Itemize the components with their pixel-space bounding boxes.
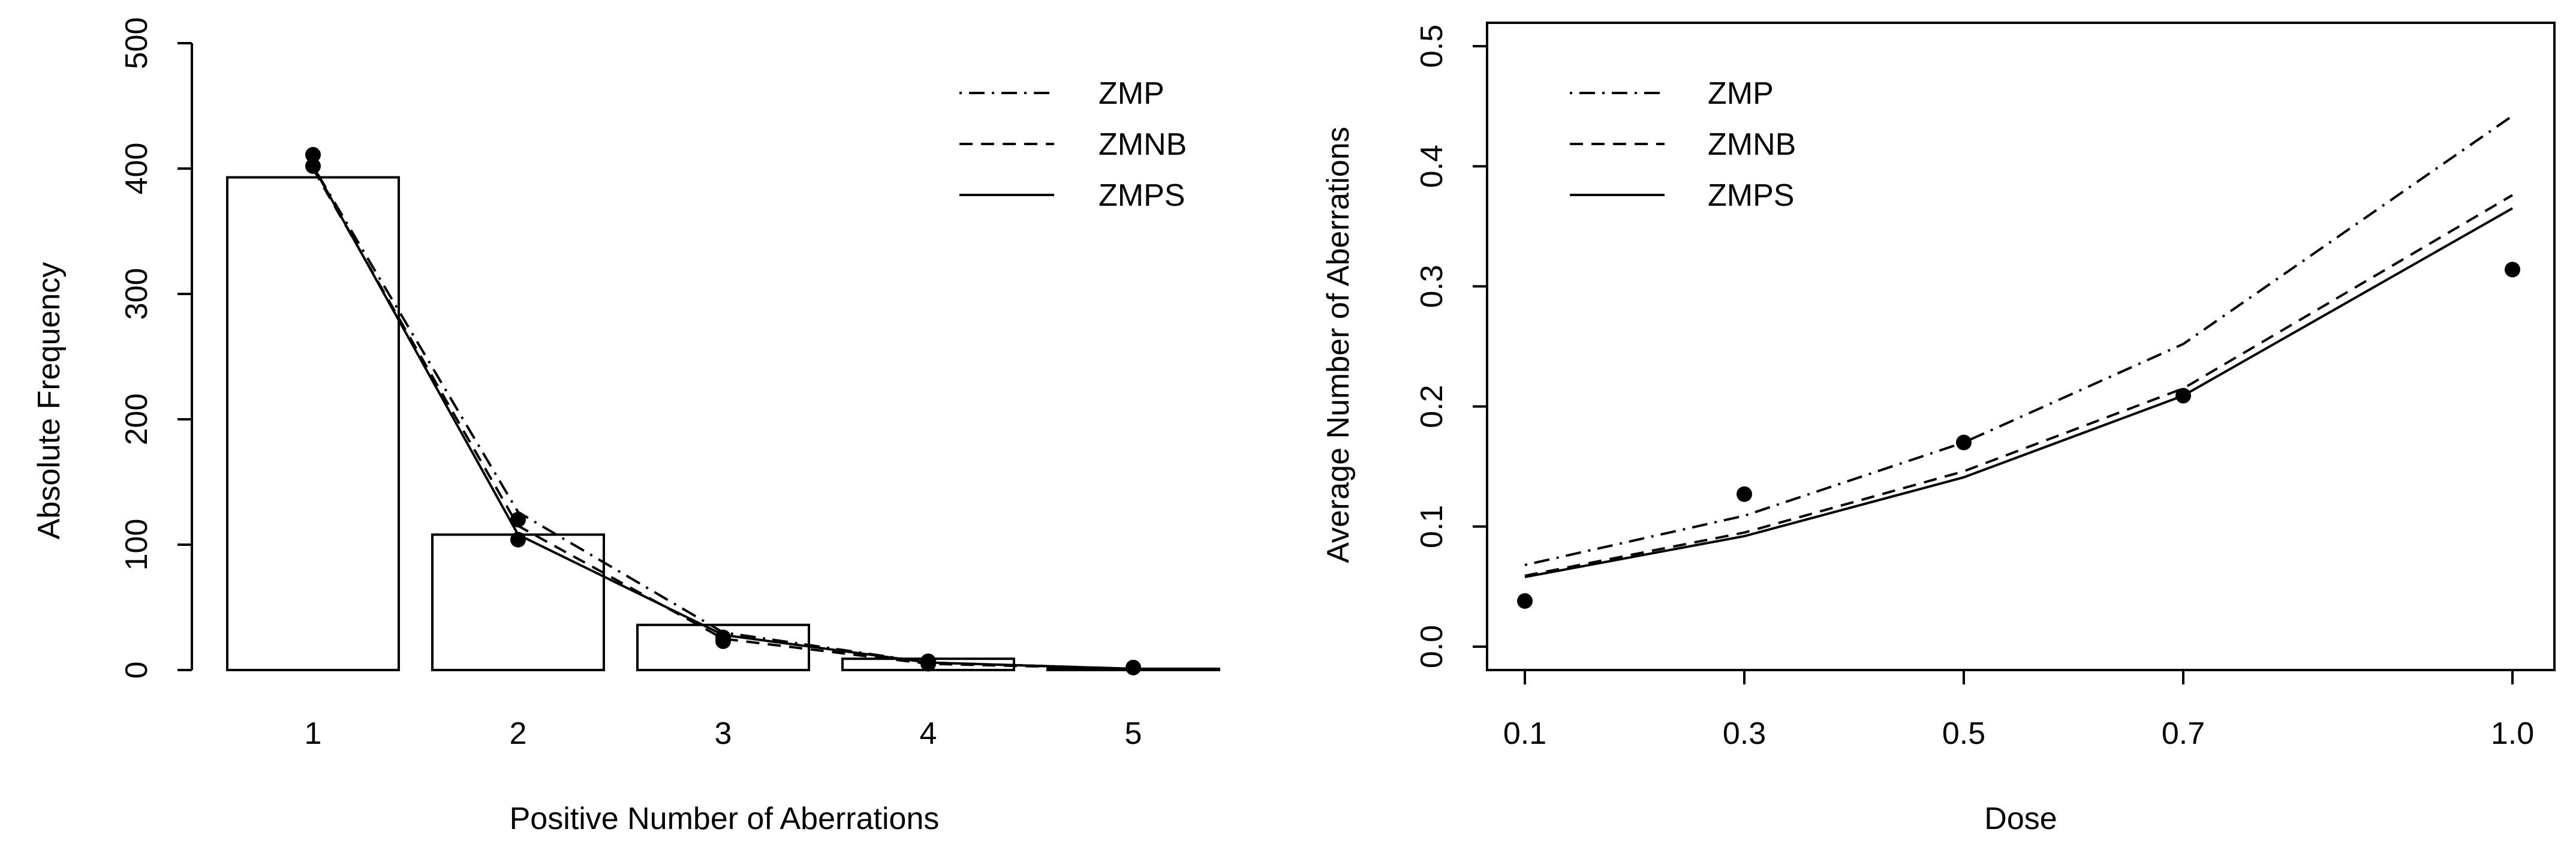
- series-line-zmps: [1524, 207, 2513, 578]
- data-point: [510, 512, 526, 528]
- data-point: [1737, 486, 1752, 502]
- x-axis-label: Positive Number of Aberrations: [510, 801, 940, 836]
- x-tick-label: 0.3: [1723, 716, 1766, 751]
- y-tick-label: 300: [119, 268, 154, 320]
- plot-frame: [1486, 22, 2556, 671]
- series-line-zmnb: [312, 168, 1215, 671]
- data-point: [1517, 593, 1533, 609]
- y-tick-label: 500: [119, 17, 154, 70]
- y-tick-label: 400: [119, 143, 154, 195]
- x-tick-label: 0.7: [2162, 716, 2205, 751]
- right-chart: 0.1 0.3 0.5 0.7 1.0 0.0 0.1 0.2 0.3 0.4 0.5 Dose Ave…: [1321, 22, 2556, 836]
- data-point: [715, 633, 731, 649]
- data-point: [1956, 434, 1972, 450]
- data-point: [1126, 659, 1141, 675]
- x-tick-label: 1: [305, 716, 322, 751]
- data-point: [305, 147, 321, 163]
- x-tick-label: 0.1: [1503, 716, 1546, 751]
- bar-1: [226, 176, 400, 671]
- y-tick-label: 200: [119, 394, 154, 446]
- y-tick-label: 0.1: [1415, 505, 1449, 548]
- data-point: [305, 158, 321, 174]
- x-tick-label: 2: [510, 716, 527, 751]
- x-tick-label: 4: [920, 716, 937, 751]
- left-chart: 0 100 200 300 400 500 1 2 3 4 5 Positive Number of …: [32, 17, 1220, 836]
- y-axis-label: Average Number of Aberrations: [1321, 127, 1356, 563]
- y-tick-label: 100: [119, 519, 154, 571]
- series-line-zmp: [312, 165, 1215, 671]
- y-tick-label: 0.0: [1415, 625, 1449, 668]
- legend-label-zmnb: ZMNB: [1099, 127, 1187, 162]
- data-point: [2505, 262, 2520, 278]
- y-axis-label: Absolute Frequency: [32, 262, 67, 540]
- y-tick-label: 0.2: [1415, 385, 1449, 428]
- x-tick-label: 3: [715, 716, 732, 751]
- data-point: [2175, 388, 2191, 404]
- data-point: [920, 656, 936, 672]
- legend-label-zmp: ZMP: [1708, 76, 1774, 111]
- series-line-zmp: [1524, 115, 2514, 566]
- y-tick-label: 0: [119, 662, 154, 679]
- bar-2: [431, 533, 605, 672]
- legend-label-zmps: ZMPS: [1708, 178, 1794, 213]
- data-point: [510, 531, 526, 548]
- legend-label-zmps: ZMPS: [1099, 178, 1185, 213]
- series-line-zmnb: [1524, 194, 2514, 577]
- x-axis-label: Dose: [1984, 801, 2057, 836]
- legend-label-zmp: ZMP: [1099, 76, 1164, 111]
- series-line-zmps: [312, 165, 1215, 671]
- x-tick-label: 5: [1125, 716, 1142, 751]
- y-tick-label: 0.4: [1415, 145, 1449, 188]
- x-tick-label: 1.0: [2491, 716, 2534, 751]
- y-tick-label: 0.5: [1415, 25, 1449, 68]
- x-tick-label: 0.5: [1942, 716, 1985, 751]
- y-tick-label: 0.3: [1415, 265, 1449, 308]
- legend-label-zmnb: ZMNB: [1708, 127, 1796, 162]
